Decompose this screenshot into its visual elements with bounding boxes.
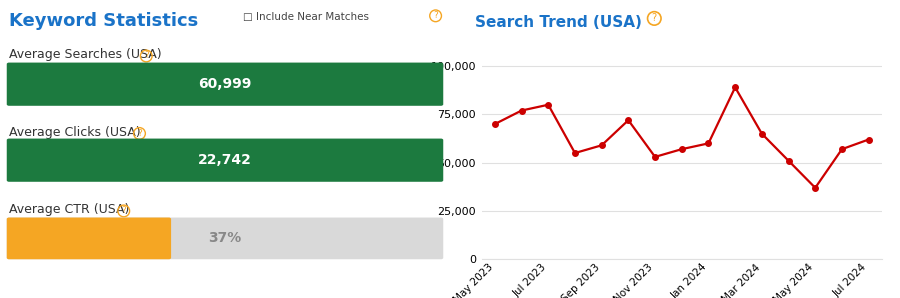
- Text: 22,742: 22,742: [198, 153, 252, 167]
- Text: 60,999: 60,999: [198, 77, 252, 91]
- Text: Search Trend (USA): Search Trend (USA): [475, 15, 642, 30]
- Text: ?: ?: [144, 52, 148, 60]
- FancyBboxPatch shape: [7, 218, 171, 259]
- Text: ?: ?: [122, 207, 126, 215]
- Text: Keyword Statistics: Keyword Statistics: [9, 12, 198, 30]
- Text: ?: ?: [433, 11, 438, 20]
- Text: ?: ?: [652, 13, 657, 24]
- Text: 37%: 37%: [209, 232, 241, 245]
- Text: Average CTR (USA): Average CTR (USA): [9, 203, 130, 216]
- Text: ?: ?: [137, 129, 142, 138]
- Text: Average Searches (USA): Average Searches (USA): [9, 48, 162, 61]
- Text: Average Clicks (USA): Average Clicks (USA): [9, 125, 140, 139]
- FancyBboxPatch shape: [7, 139, 443, 182]
- Text: □ Include Near Matches: □ Include Near Matches: [243, 12, 369, 22]
- FancyBboxPatch shape: [7, 63, 443, 106]
- FancyBboxPatch shape: [7, 218, 443, 259]
